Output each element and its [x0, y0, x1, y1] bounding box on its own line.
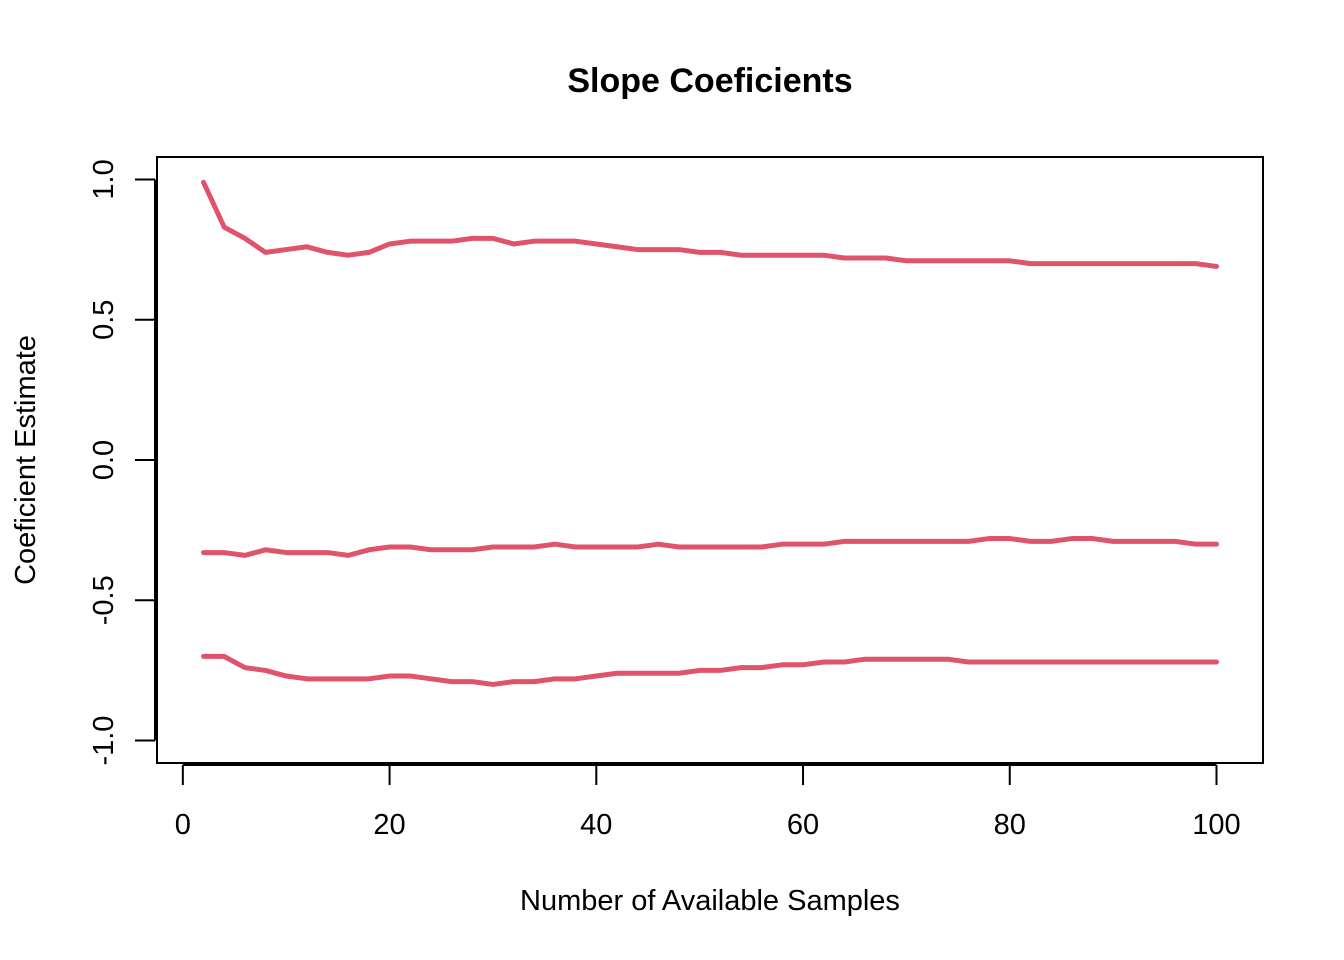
y-tick-label: 0.0: [88, 440, 120, 480]
x-tick-label: 20: [373, 809, 405, 841]
y-tick-label: 1.0: [88, 159, 120, 199]
y-tick-label: -1.0: [88, 716, 120, 766]
series-line-1: [201, 179, 1219, 269]
x-tick-label: 80: [994, 809, 1026, 841]
chart-title: Slope Coeficients: [567, 62, 852, 100]
plot-area-frame: [156, 156, 1264, 764]
x-tick-label: 100: [1192, 809, 1240, 841]
y-tick-label: 0.5: [88, 300, 120, 340]
y-tick-label: -0.5: [88, 575, 120, 625]
x-tick-label: 40: [580, 809, 612, 841]
series-line-3: [201, 653, 1219, 687]
x-axis-title: Number of Available Samples: [520, 885, 900, 917]
series-lines: [201, 179, 1219, 687]
y-axis: -1.0 -0.5 0.0 0.5 1.0: [88, 159, 156, 766]
y-axis-title: Coeficient Estimate: [10, 335, 42, 585]
series-line-2: [201, 536, 1219, 558]
x-tick-label: 0: [175, 809, 191, 841]
x-tick-label: 60: [787, 809, 819, 841]
x-axis: 0 20 40 60 80 100: [175, 764, 1241, 841]
